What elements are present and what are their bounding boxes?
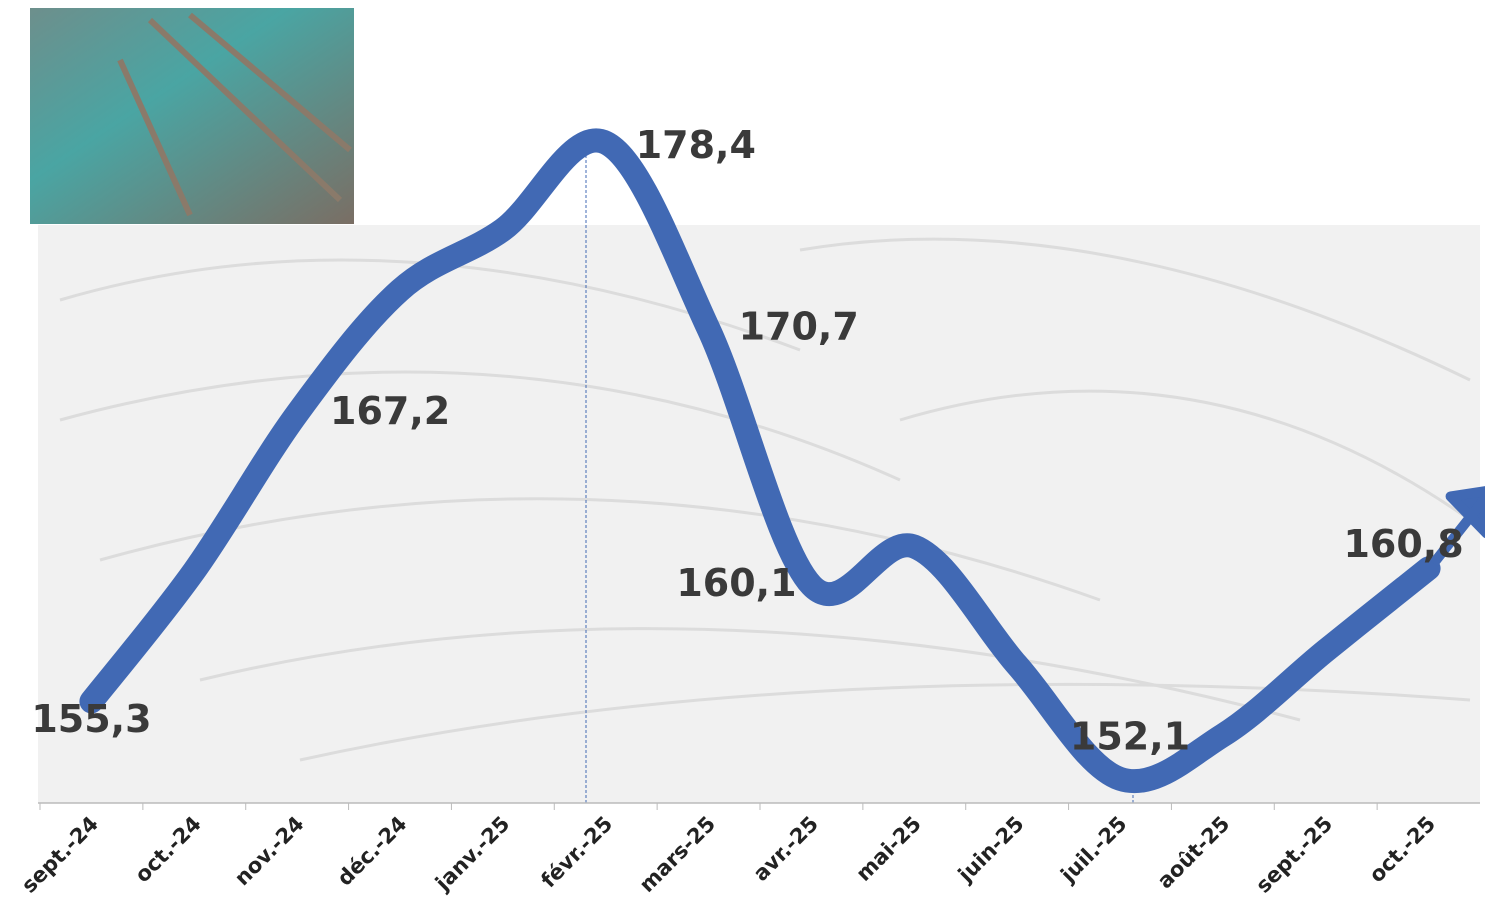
data-label: 167,2 [330,389,450,433]
data-label: 160,1 [676,561,796,605]
x-tick-label: nov.-24 [230,812,309,891]
x-tick-label: déc.-24 [333,812,412,891]
data-label: 160,8 [1343,522,1463,566]
line [79,128,1441,794]
data-label: 155,3 [31,697,151,741]
x-tick-label: oct.-24 [130,812,206,888]
x-tick-label: juin-25 [953,812,1029,888]
x-tick-label: janv.-25 [430,812,514,896]
x-tick-label: juil.-25 [1056,812,1132,888]
x-tick-label: oct.-25 [1365,812,1441,888]
x-tick-label: août-25 [1153,812,1235,894]
port-photo [30,8,354,224]
x-tick-label: sept.-24 [17,812,103,898]
x-tick-label: avr.-25 [749,812,823,886]
trend-arrow [1429,486,1485,567]
x-tick-label: sept.-25 [1251,812,1337,898]
x-tick-label: mars-25 [635,812,720,897]
x-tick-label: mai-25 [851,812,925,886]
data-label: 170,7 [739,304,859,348]
x-tick-label: févr.-25 [536,812,617,893]
data-label: 178,4 [636,123,756,167]
port-photo-detail [117,12,352,217]
data-label: 152,1 [1070,714,1190,758]
